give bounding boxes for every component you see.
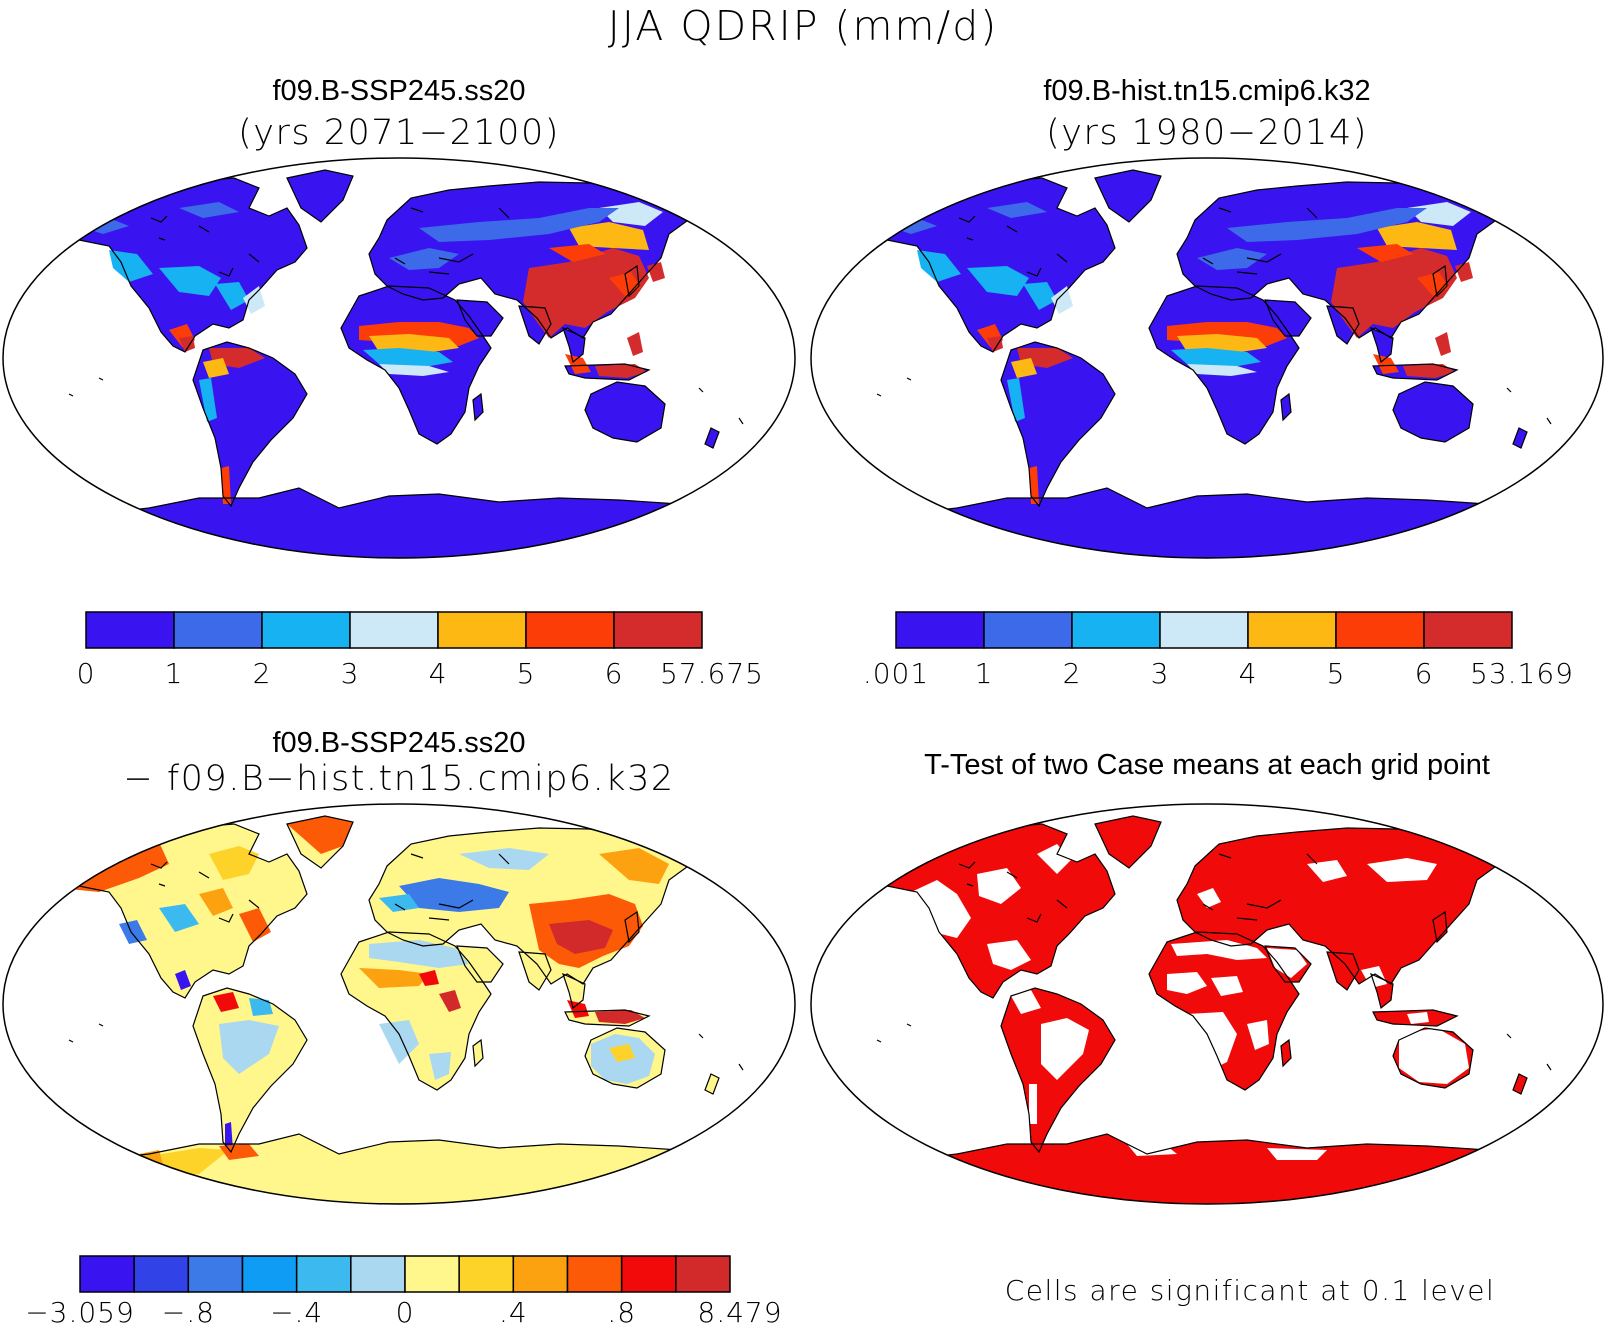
panel-case1-title: f09.B-SSP245.ss20 xyxy=(272,75,525,107)
colorbar-box xyxy=(295,1255,352,1293)
panel-case1: f09.B-SSP245.ss20 (yrs 2071−2100) 0 1 2 3 4 5… xyxy=(2,75,796,690)
colorbar-box xyxy=(1247,611,1337,649)
colorbar-box xyxy=(1335,611,1425,649)
colorbar-box xyxy=(620,1255,677,1293)
colorbar-label: 2 xyxy=(1063,657,1082,690)
colorbar-label: 3 xyxy=(341,657,360,690)
colorbar-case2: .001 1 2 3 4 5 6 53.169 xyxy=(863,611,1574,690)
colorbar-box xyxy=(437,611,527,649)
colorbar-box xyxy=(350,1255,406,1293)
colorbar-label: 5 xyxy=(517,657,536,690)
panel-case2: f09.B-hist.tn15.cmip6.k32 (yrs 1980−2014… xyxy=(810,75,1604,690)
figure-title: JJA QDRIP (mm/d) xyxy=(608,2,998,50)
colorbar-box xyxy=(525,611,615,649)
colorbar-box xyxy=(675,1255,731,1293)
colorbar-box xyxy=(1423,611,1513,649)
colorbar-label: .4 xyxy=(499,1296,528,1323)
panel-case2-subtitle: (yrs 1980−2014) xyxy=(1046,113,1368,153)
colorbar-box xyxy=(404,1255,460,1293)
colorbar-label: 3 xyxy=(1151,657,1170,690)
colorbar-box xyxy=(512,1255,569,1293)
colorbar-label: 0 xyxy=(396,1296,415,1323)
colorbar-box xyxy=(1159,611,1249,649)
panel-difference: f09.B-SSP245.ss20 − f09.B−hist.tn15.cmip… xyxy=(2,727,796,1323)
map-case2 xyxy=(810,157,1604,559)
map-difference xyxy=(2,803,796,1205)
colorbar-box xyxy=(85,611,175,649)
colorbar-box xyxy=(349,611,439,649)
colorbar-label: −.4 xyxy=(270,1296,323,1323)
panel-ttest-title: T-Test of two Case means at each grid po… xyxy=(924,749,1490,781)
colorbar-box xyxy=(613,611,703,649)
colorbar-box xyxy=(895,611,985,649)
panel-case2-title: f09.B-hist.tn15.cmip6.k32 xyxy=(1043,75,1370,107)
colorbar-label: 4 xyxy=(1239,657,1258,690)
colorbar-box xyxy=(133,1255,190,1293)
colorbar-box xyxy=(458,1255,515,1293)
colorbar-label: −3.059 xyxy=(25,1296,135,1323)
colorbar-label: −.8 xyxy=(162,1296,215,1323)
colorbar-label: 0 xyxy=(77,657,96,690)
colorbar-label: 57.675 xyxy=(660,657,764,690)
panel-ttest: T-Test of two Case means at each grid po… xyxy=(810,749,1604,1307)
colorbar-box xyxy=(173,611,263,649)
colorbar-label: 53.169 xyxy=(1470,657,1574,690)
colorbar-box xyxy=(241,1255,298,1293)
panel-difference-title: f09.B-SSP245.ss20 xyxy=(272,727,525,759)
map-case1 xyxy=(2,157,796,559)
map-ttest xyxy=(810,803,1604,1205)
colorbar-label: 6 xyxy=(1415,657,1434,690)
panel-difference-subtitle: − f09.B−hist.tn15.cmip6.k32 xyxy=(123,759,674,799)
colorbar-label: 4 xyxy=(429,657,448,690)
ttest-note: Cells are significant at 0.1 level xyxy=(1005,1274,1496,1307)
colorbar-label: 1 xyxy=(165,657,184,690)
colorbar-label: .001 xyxy=(863,657,929,690)
colorbar-box xyxy=(566,1255,623,1293)
colorbar-label: 8.479 xyxy=(697,1296,782,1323)
colorbar-box xyxy=(261,611,351,649)
colorbar-box xyxy=(187,1255,244,1293)
colorbar-label: 1 xyxy=(975,657,994,690)
colorbar-box xyxy=(79,1255,135,1293)
colorbar-label: 2 xyxy=(253,657,272,690)
colorbar-difference: −3.059 −.8 −.4 0 .4 .8 8.479 xyxy=(25,1255,782,1323)
colorbar-label: .8 xyxy=(607,1296,636,1323)
colorbar-box xyxy=(1071,611,1161,649)
colorbar-label: 5 xyxy=(1327,657,1346,690)
colorbar-label: 6 xyxy=(605,657,624,690)
colorbar-box xyxy=(983,611,1073,649)
panel-case1-subtitle: (yrs 2071−2100) xyxy=(238,113,560,153)
colorbar-case1: 0 1 2 3 4 5 6 57.675 xyxy=(77,611,764,690)
